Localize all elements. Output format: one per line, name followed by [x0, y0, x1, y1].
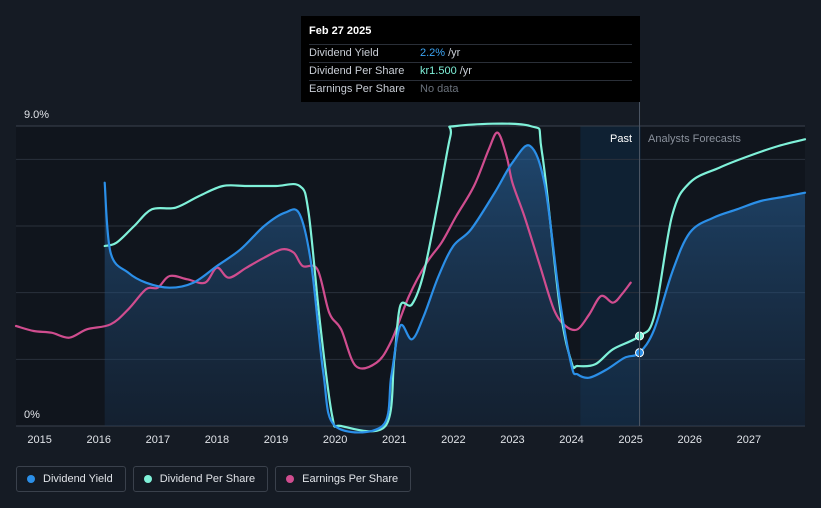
- series-areas: [104, 145, 805, 433]
- legend-label: Dividend Yield: [43, 473, 113, 485]
- x-tick-label: 2020: [323, 434, 347, 446]
- x-tick-label: 2019: [264, 434, 288, 446]
- tooltip-date: Feb 27 2025: [309, 25, 372, 37]
- series-line-earnings-per-share: [14, 131, 632, 370]
- tooltip-row-earnings-per-share: Earnings Per Share No data: [309, 80, 632, 98]
- x-tick-label: 2021: [382, 434, 406, 446]
- legend-dot-icon: [143, 475, 152, 483]
- x-tick-label: 2017: [146, 434, 170, 446]
- tooltip-label: Earnings Per Share: [309, 83, 405, 95]
- series-line-dividend-per-share: [103, 122, 807, 433]
- series-area-dividend-yield: [104, 145, 805, 433]
- tooltip-label: Dividend Per Share: [309, 65, 405, 77]
- tooltip-label: Dividend Yield: [309, 47, 379, 59]
- x-tick-label: 2026: [678, 434, 702, 446]
- x-tick-label: 2025: [618, 434, 642, 446]
- legend-item-dividend-yield[interactable]: Dividend Yield: [16, 466, 126, 492]
- x-tick-label: 2027: [737, 434, 761, 446]
- tooltip-value: 2.2%: [420, 47, 446, 59]
- legend-item-dividend-per-share[interactable]: Dividend Per Share: [132, 466, 269, 492]
- y-tick-zero: 0%: [24, 409, 40, 421]
- legend-label: Earnings Per Share: [302, 473, 399, 485]
- y-tick-max: 9.0%: [24, 109, 49, 121]
- past-label: Past: [610, 133, 632, 145]
- x-tick-label: 2015: [27, 434, 51, 446]
- legend-item-earnings-per-share[interactable]: Earnings Per Share: [275, 466, 412, 492]
- x-tick-label: 2018: [205, 434, 229, 446]
- series-lines: [14, 122, 807, 434]
- tooltip-row-dividend-per-share: Dividend Per Share kr1.500 /yr: [309, 62, 632, 80]
- x-axis-ticks: 2015 2016 2017 2018 2019 2020 2021 2022 2023 2024…: [27, 434, 761, 446]
- tooltip-unit: /yr: [448, 47, 461, 59]
- tooltip-row-dividend-yield: Dividend Yield 2.2% /yr: [309, 44, 632, 62]
- tooltip: Feb 27 2025 Dividend Yield 2.2% /yr Divi…: [301, 16, 640, 102]
- legend-dot-icon: [286, 475, 295, 483]
- x-tick-label: 2023: [500, 434, 524, 446]
- series-line-dividend-yield: [103, 144, 807, 434]
- tooltip-value: No data: [420, 83, 459, 95]
- forecast-label: Analysts Forecasts: [648, 133, 741, 145]
- x-tick-label: 2024: [559, 434, 583, 446]
- legend: Dividend Yield Dividend Per Share Earnin…: [16, 466, 418, 492]
- legend-dot-icon: [27, 475, 35, 483]
- tooltip-unit: /yr: [459, 65, 472, 77]
- x-tick-label: 2016: [86, 434, 110, 446]
- legend-label: Dividend Per Share: [159, 473, 256, 485]
- tooltip-value: kr1.500: [420, 65, 457, 77]
- x-tick-label: 2022: [441, 434, 465, 446]
